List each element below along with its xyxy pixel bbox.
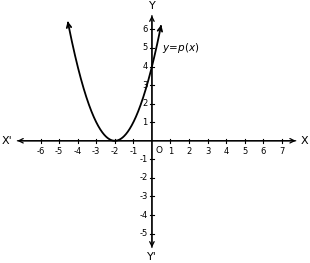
Text: -4: -4 xyxy=(140,210,148,220)
Text: -4: -4 xyxy=(73,147,82,156)
Text: -5: -5 xyxy=(55,147,63,156)
Text: -1: -1 xyxy=(129,147,138,156)
Text: -3: -3 xyxy=(92,147,100,156)
Text: Y': Y' xyxy=(147,252,157,262)
Text: O: O xyxy=(155,146,162,155)
Text: 6: 6 xyxy=(143,25,148,34)
Text: 2: 2 xyxy=(143,99,148,108)
Text: X: X xyxy=(300,136,308,146)
Text: 1: 1 xyxy=(168,147,173,156)
Text: 3: 3 xyxy=(205,147,210,156)
Text: 5: 5 xyxy=(143,43,148,53)
Text: 5: 5 xyxy=(242,147,247,156)
Text: 4: 4 xyxy=(224,147,229,156)
Text: -3: -3 xyxy=(140,192,148,201)
Text: X': X' xyxy=(2,136,13,146)
Text: -2: -2 xyxy=(111,147,119,156)
Text: -1: -1 xyxy=(140,155,148,164)
Text: -5: -5 xyxy=(140,229,148,238)
Text: 4: 4 xyxy=(143,62,148,71)
Text: -6: -6 xyxy=(36,147,45,156)
Text: 7: 7 xyxy=(279,147,285,156)
Text: $y\!=\!p(x)$: $y\!=\!p(x)$ xyxy=(162,41,200,55)
Text: 1: 1 xyxy=(143,118,148,127)
Text: 2: 2 xyxy=(186,147,192,156)
Text: -2: -2 xyxy=(140,173,148,183)
Text: 3: 3 xyxy=(143,80,148,90)
Text: Y: Y xyxy=(148,1,155,11)
Text: 6: 6 xyxy=(261,147,266,156)
